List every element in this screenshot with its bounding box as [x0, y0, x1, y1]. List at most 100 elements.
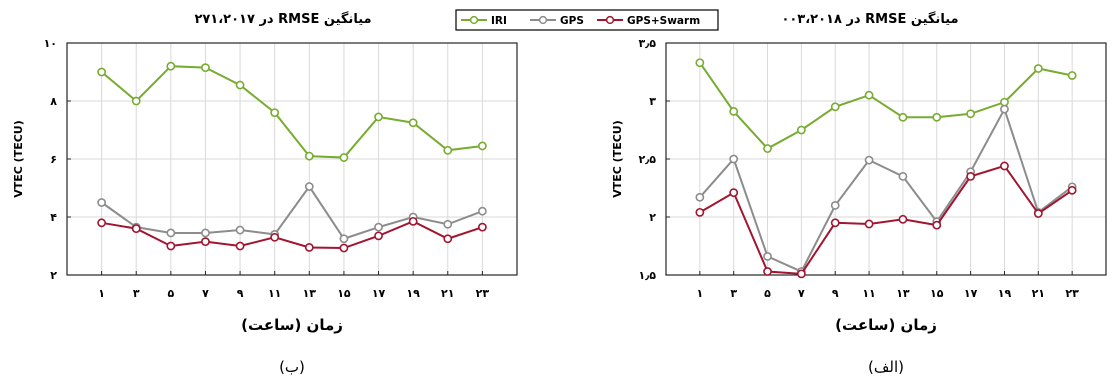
data-point [201, 228, 210, 238]
data-point [729, 107, 739, 116]
data-point [201, 237, 210, 247]
data-point [374, 112, 383, 122]
x-tick-label: ۱۱ [268, 287, 281, 300]
data-point [166, 228, 176, 238]
legend: IRI GPS GPS+Swarm [455, 9, 719, 31]
y-tick-label: ۲ [649, 211, 656, 224]
data-point [966, 109, 976, 119]
x-tick-label: ۱۳ [896, 287, 910, 300]
x-tick-label: ۱۷ [964, 287, 978, 300]
data-point [763, 267, 772, 276]
data-point [443, 234, 453, 244]
data-point [932, 112, 942, 122]
series-line [101, 220, 483, 250]
legend-box [455, 9, 719, 31]
series-iri [695, 58, 1077, 153]
x-tick-label: ۳ [730, 287, 737, 300]
data-point [830, 200, 840, 210]
x-tick-label: ۱ [696, 287, 703, 300]
series-gps-swarm [97, 216, 487, 253]
data-point [374, 231, 383, 241]
data-point [864, 90, 874, 100]
x-tick-label: ۱۵ [337, 287, 351, 300]
data-point [966, 171, 976, 181]
x-tick-label: ۲۱ [1032, 287, 1045, 300]
data-point [830, 102, 840, 112]
data-point [796, 125, 806, 135]
x-tick-label: ۱ [98, 287, 105, 300]
data-point [695, 192, 705, 202]
data-point [339, 243, 349, 253]
data-point [1033, 64, 1043, 73]
x-axis-label: زمان (ساعت) [835, 316, 937, 334]
data-point [235, 80, 245, 90]
data-point [408, 216, 418, 226]
data-point [1033, 209, 1043, 218]
y-tick-label: ۲ [50, 269, 57, 282]
x-tick-label: ۱۹ [998, 287, 1012, 300]
data-point [1067, 185, 1077, 195]
data-point [304, 243, 314, 252]
x-tick-label: ۵ [167, 287, 174, 300]
x-tick-label: ۱۷ [372, 287, 386, 300]
x-tick-label: ۲۳ [1065, 287, 1079, 300]
panel-title: میانگین RMSE در ۲۷۱،۲۰۱۷ [194, 11, 371, 27]
data-point [763, 144, 772, 153]
data-point [131, 96, 141, 106]
panel-title: میانگین RMSE در ۰۰۳،۲۰۱۸ [781, 11, 958, 27]
y-tick-label: ۸ [50, 95, 57, 108]
data-point [304, 151, 314, 161]
x-tick-label: ۱۹ [406, 287, 420, 300]
data-point [235, 241, 245, 251]
data-point [898, 171, 908, 181]
y-tick-label: ۶ [50, 153, 57, 166]
legend-marker [469, 15, 479, 25]
data-point [443, 145, 453, 155]
data-point [729, 188, 739, 198]
data-point [864, 219, 874, 229]
data-point [1000, 161, 1009, 171]
data-point [477, 141, 487, 151]
y-tick-label: ۱۰ [44, 37, 57, 50]
data-point [166, 241, 176, 251]
y-tick-label: ۴ [50, 211, 57, 224]
data-point [1067, 71, 1077, 80]
data-point [235, 225, 245, 235]
y-tick-label: ۳٫۵ [638, 37, 656, 50]
data-point [270, 232, 280, 242]
y-tick-label: ۱٫۵ [638, 269, 656, 282]
data-point [1000, 97, 1009, 107]
data-point [898, 112, 908, 122]
legend-label: IRI [491, 15, 507, 27]
data-point [763, 252, 772, 261]
series-line [699, 62, 1073, 150]
legend-item: GPS [530, 15, 584, 27]
data-point [131, 224, 141, 233]
data-point [339, 153, 349, 162]
legend-label: GPS+Swarm [627, 15, 700, 27]
legend-marker [538, 15, 548, 25]
data-point [695, 207, 705, 217]
x-tick-label: ۹ [237, 287, 244, 300]
data-point [166, 61, 176, 71]
x-tick-label: ۱۵ [930, 287, 944, 300]
x-tick-label: ۷ [798, 287, 805, 300]
series-line [699, 164, 1073, 275]
x-tick-label: ۹ [832, 287, 839, 300]
x-tick-label: ۵ [764, 287, 771, 300]
data-point [477, 206, 487, 216]
x-tick-label: ۱۳ [303, 287, 317, 300]
panel-caption: (ب) [279, 358, 305, 376]
x-tick-label: ۲۱ [441, 287, 454, 300]
data-point [97, 198, 107, 207]
series-gps-swarm [695, 161, 1077, 279]
series-gps [695, 104, 1077, 276]
data-point [339, 234, 349, 244]
y-axis-label: VTEC (TECU) [12, 120, 25, 198]
data-point [796, 269, 806, 279]
x-tick-label: ۷ [202, 287, 209, 300]
legend-item: GPS+Swarm [597, 15, 700, 27]
